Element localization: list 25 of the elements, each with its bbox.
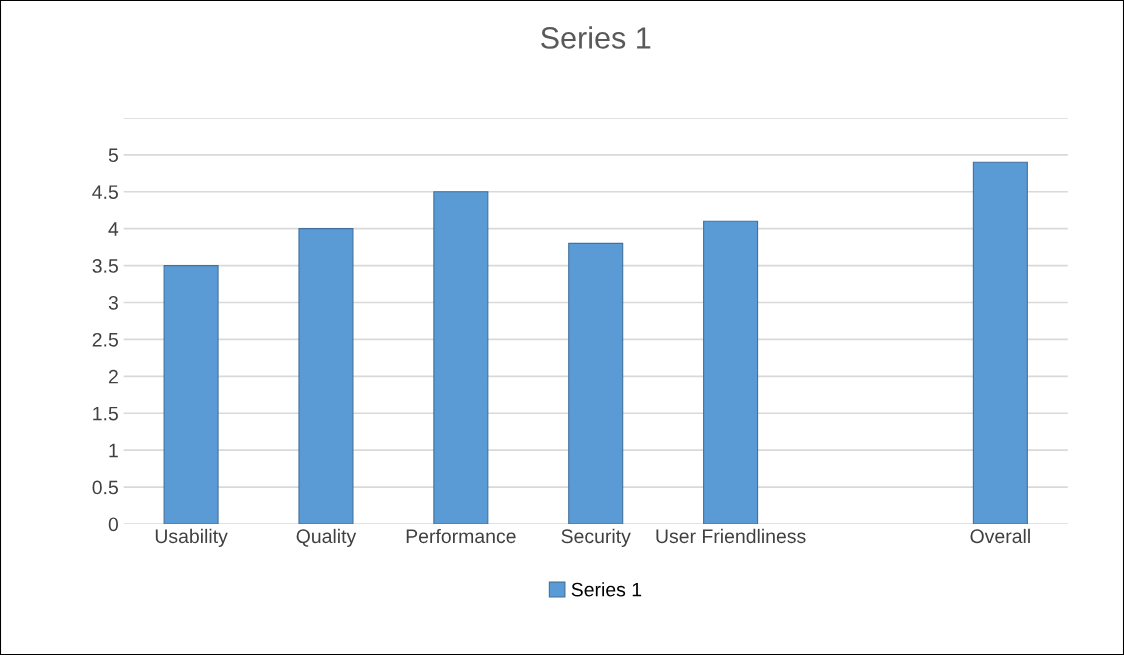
x-tick-label: Performance (406, 528, 516, 544)
y-tick-label: 0 (108, 517, 119, 532)
bar (703, 220, 759, 524)
y-tick-label: 1.5 (93, 406, 118, 421)
y-tick-label: 0.5 (92, 480, 118, 495)
bar (972, 161, 1028, 524)
legend-label: Series 1 (571, 582, 642, 597)
y-tick-label: 2.5 (92, 332, 118, 347)
bar (568, 242, 624, 524)
chart-title: Series 1 (541, 26, 651, 49)
y-tick-label: 4.5 (92, 185, 118, 199)
x-tick-label: Quality (296, 528, 357, 547)
bar (298, 228, 354, 524)
bar (433, 191, 489, 524)
y-tick-label: 3 (108, 295, 118, 310)
x-tick-label: User Friendliness (656, 528, 806, 544)
y-tick-label: 2 (108, 369, 118, 384)
y-tick-label: 3.5 (92, 259, 118, 273)
bar (163, 265, 219, 524)
x-tick-label: Security (561, 528, 631, 547)
y-tick-label: 4 (108, 222, 119, 236)
x-tick-label: Usability (155, 528, 228, 547)
x-tick-label: Overall (970, 528, 1030, 544)
y-tick-label: 5 (108, 148, 118, 163)
y-tick-label: 1 (109, 443, 118, 458)
